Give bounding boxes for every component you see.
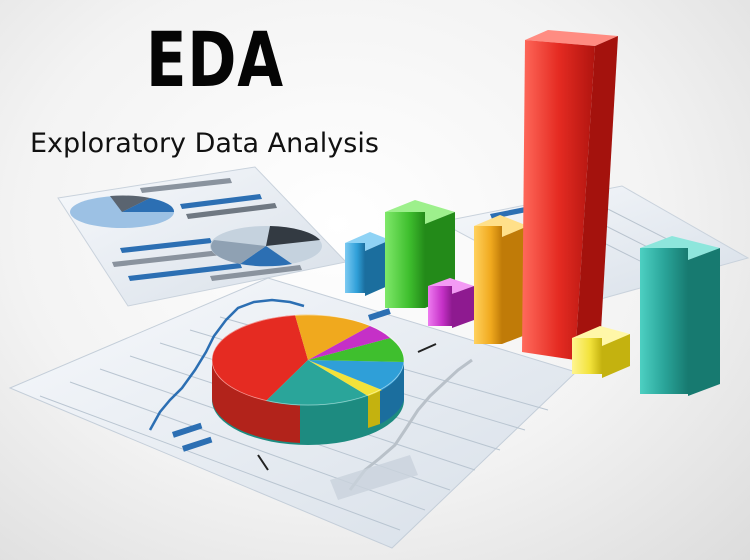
sheet-pie-right (210, 226, 322, 267)
page-subtitle: Exploratory Data Analysis (30, 128, 379, 159)
line-chart-left (148, 298, 305, 431)
line-chart-right (348, 358, 473, 491)
page-title: EDA (146, 15, 284, 104)
bar-blue (345, 232, 390, 296)
report-sheet-back (57, 166, 347, 307)
pie-chart-3d (211, 314, 405, 445)
bar-orange (474, 215, 528, 344)
sheet-bar-rows (112, 178, 302, 281)
bar-chart-3d (345, 30, 720, 396)
bar-red (522, 30, 618, 360)
sheet-pie-left (70, 195, 175, 228)
bar-magenta (428, 278, 474, 328)
bar-yellow (572, 326, 630, 378)
bar-teal (640, 236, 720, 396)
